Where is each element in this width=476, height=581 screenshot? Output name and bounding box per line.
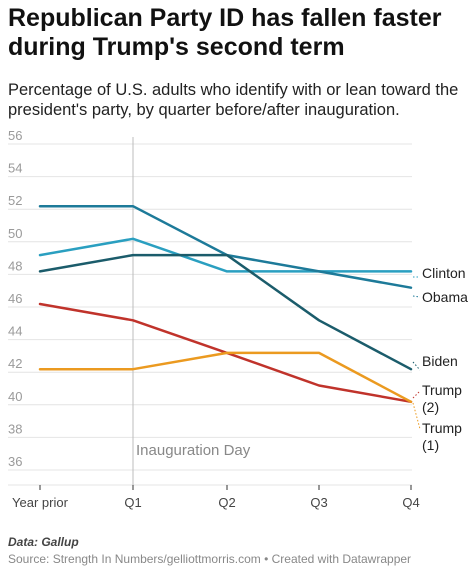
data-note: Data: Gallup	[8, 535, 79, 549]
x-tick-label: Q4	[402, 495, 419, 510]
y-tick-label: 38	[8, 421, 22, 436]
series-line	[38, 253, 413, 371]
x-tick-label: Q2	[218, 495, 235, 510]
inauguration-day-label: Inauguration Day	[136, 442, 251, 459]
series-line	[38, 237, 413, 273]
x-tick-label: Year prior	[12, 495, 69, 510]
series-label: Trump (1)	[422, 420, 462, 453]
x-tick-label: Q3	[310, 495, 327, 510]
y-tick-label: 40	[8, 389, 22, 404]
series-label: Obama	[422, 289, 468, 305]
label-leader	[412, 402, 421, 430]
series-label: Trump (2)	[422, 382, 462, 415]
label-leader	[412, 295, 421, 298]
y-tick-label: 48	[8, 258, 22, 273]
footer: Data: Gallup Source: Strength In Numbers…	[8, 534, 411, 568]
y-tick-label: 36	[8, 454, 22, 469]
chart-title: Republican Party ID has fallen faster du…	[8, 4, 442, 61]
series-line	[38, 204, 413, 289]
gridlines	[8, 143, 412, 486]
y-tick-label: 54	[8, 161, 22, 176]
line-chart: 36 38 40 42 44 46 48 50 52 54 56 Year prior Q1 Q2 Q3 Q…	[8, 128, 468, 510]
label-leader	[412, 361, 421, 371]
label-leader	[412, 390, 421, 399]
x-tick-label: Q1	[124, 495, 141, 510]
y-tick-label: 42	[8, 356, 22, 371]
y-tick-label: 56	[8, 128, 22, 143]
y-tick-label: 50	[8, 226, 22, 241]
series-label: Biden	[422, 353, 458, 369]
y-axis-ticks: 36 38 40 42 44 46 48 50 52 54 56	[8, 128, 22, 469]
source-note: Source: Strength In Numbers/gelliottmorr…	[8, 552, 412, 566]
y-tick-label: 46	[8, 291, 22, 306]
series-label: Clinton	[422, 265, 466, 281]
series-labels: Clinton Obama Biden Trump (2) Trump (1)	[412, 265, 468, 453]
chart-subtitle: Percentage of U.S. adults who identify w…	[8, 81, 459, 119]
y-tick-label: 52	[8, 193, 22, 208]
series-lines	[38, 204, 413, 404]
y-tick-label: 44	[8, 324, 22, 339]
series-line	[38, 351, 413, 404]
x-axis-ticks: Year prior Q1 Q2 Q3 Q4	[12, 485, 420, 510]
